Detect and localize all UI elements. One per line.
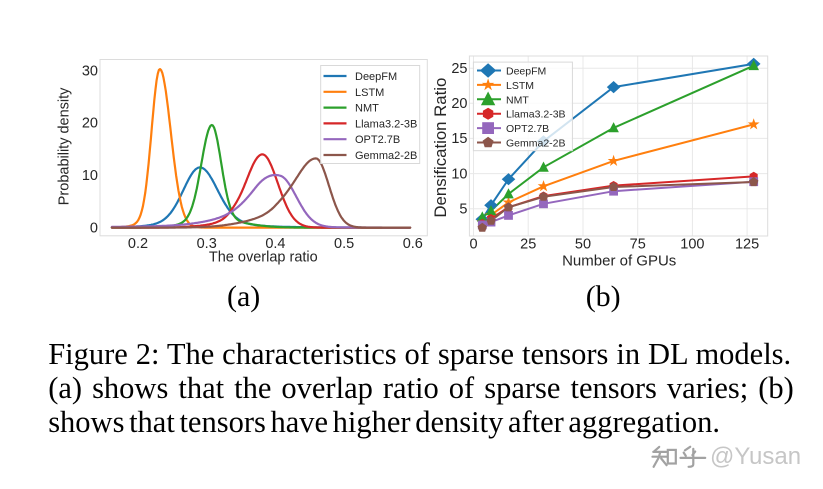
svg-text:OPT2.7B: OPT2.7B <box>506 123 549 135</box>
svg-text:0.5: 0.5 <box>334 236 354 252</box>
svg-text:0: 0 <box>469 237 477 253</box>
svg-text:125: 125 <box>735 237 759 253</box>
svg-text:30: 30 <box>82 63 98 79</box>
svg-text:Gemma2-2B: Gemma2-2B <box>506 138 566 150</box>
svg-text:0: 0 <box>90 220 98 236</box>
svg-text:20: 20 <box>82 116 98 132</box>
svg-text:5: 5 <box>459 201 467 217</box>
svg-text:100: 100 <box>680 237 704 253</box>
svg-text:DeepFM: DeepFM <box>506 66 546 78</box>
svg-text:LSTM: LSTM <box>355 87 384 99</box>
svg-text:0.2: 0.2 <box>128 236 148 252</box>
svg-text:The overlap ratio: The overlap ratio <box>209 250 318 266</box>
svg-text:Llama3.2-3B: Llama3.2-3B <box>355 118 417 130</box>
svg-text:Llama3.2-3B: Llama3.2-3B <box>506 109 566 121</box>
svg-text:20: 20 <box>451 96 467 112</box>
svg-text:NMT: NMT <box>506 94 529 106</box>
svg-text:75: 75 <box>630 237 646 253</box>
svg-text:NMT: NMT <box>355 103 379 115</box>
svg-text:DeepFM: DeepFM <box>355 71 397 83</box>
svg-text:LSTM: LSTM <box>506 80 534 92</box>
svg-text:15: 15 <box>451 131 467 147</box>
svg-text:Densification Ratio: Densification Ratio <box>431 78 450 218</box>
svg-text:25: 25 <box>520 237 536 253</box>
svg-text:Gemma2-2B: Gemma2-2B <box>355 150 417 162</box>
svg-text:Probability density: Probability density <box>56 87 72 205</box>
svg-text:10: 10 <box>82 168 98 184</box>
svg-text:50: 50 <box>575 237 591 253</box>
svg-text:0.3: 0.3 <box>197 236 217 252</box>
svg-text:0.6: 0.6 <box>403 236 423 252</box>
svg-text:Number of GPUs: Number of GPUs <box>562 253 676 270</box>
svg-text:0.4: 0.4 <box>265 236 285 252</box>
svg-text:OPT2.7B: OPT2.7B <box>355 134 400 146</box>
svg-text:10: 10 <box>451 166 467 182</box>
svg-text:25: 25 <box>451 61 467 77</box>
